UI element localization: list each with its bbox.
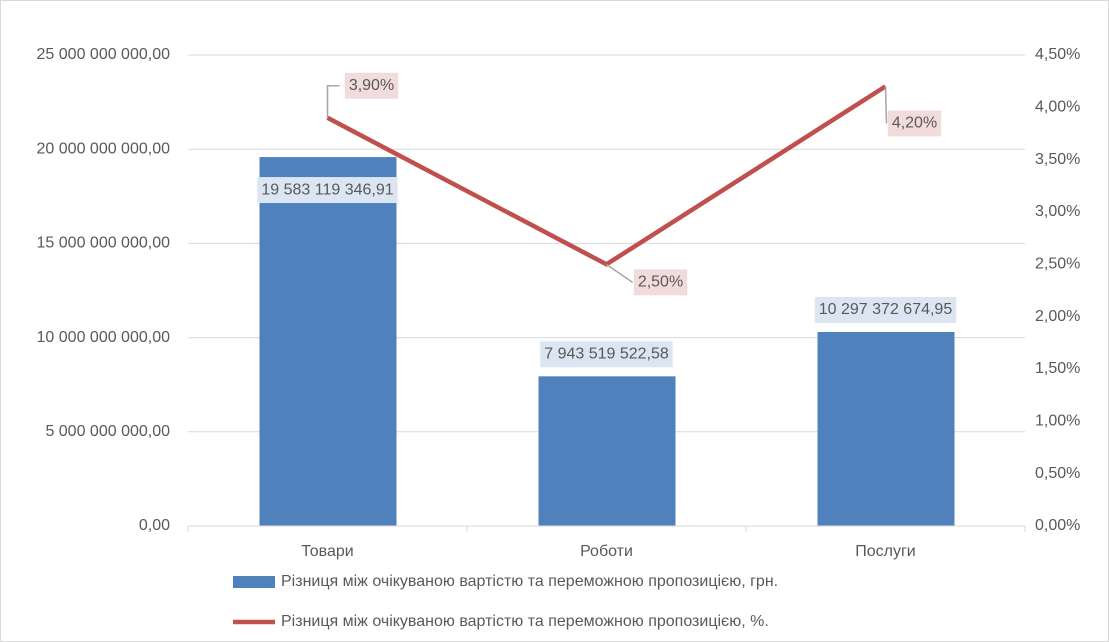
y2-tick-label: 4,00% [1035, 99, 1080, 116]
line-value-label-bg [344, 72, 399, 99]
bar [538, 376, 676, 526]
y2-tick-label: 0,50% [1035, 465, 1080, 482]
y2-tick-label: 2,50% [1035, 256, 1080, 273]
y-tick-label: 15 000 000 000,00 [37, 235, 171, 252]
y2-tick-label: 1,00% [1035, 413, 1080, 430]
line-value-label: 2,50% [638, 274, 683, 291]
y-tick-label: 5 000 000 000,00 [45, 423, 170, 440]
y2-tick-label: 2,00% [1035, 308, 1080, 325]
bar [259, 157, 397, 527]
y2-tick-label: 4,50% [1035, 46, 1080, 63]
line-value-label: 3,90% [349, 77, 394, 94]
bar-value-label: 7 943 519 522,58 [544, 346, 669, 363]
bar-value-label: 19 583 119 346,91 [261, 181, 393, 198]
bar-value-label-bg [257, 177, 398, 204]
y-tick-label: 25 000 000 000,00 [37, 46, 171, 63]
leader-line [884, 86, 888, 124]
x-tick-label: Товари [301, 543, 353, 560]
bar-value-label: 10 297 372 674,95 [819, 301, 953, 318]
line-value-label-bg [633, 269, 688, 296]
x-tick-label: Роботи [580, 543, 633, 560]
leader-line [606, 263, 633, 283]
bar [817, 331, 955, 526]
y-tick-label: 0,00 [139, 517, 170, 534]
legend-marker [233, 576, 275, 588]
bar-value-label-bg [814, 296, 957, 323]
line-value-label-bg [887, 110, 942, 137]
line-value-label: 4,20% [892, 115, 937, 132]
leader-line [326, 85, 340, 118]
y2-tick-label: 3,00% [1035, 203, 1080, 220]
x-tick-label: Послуги [855, 543, 916, 560]
y2-tick-label: 3,50% [1035, 151, 1080, 168]
y-tick-label: 20 000 000 000,00 [37, 140, 171, 157]
y-tick-label: 10 000 000 000,00 [37, 329, 171, 346]
legend-label: Різниця між очікуваною вартістю та перем… [281, 613, 769, 630]
y2-tick-label: 1,50% [1035, 360, 1080, 377]
legend-label: Різниця між очікуваною вартістю та перем… [281, 573, 778, 590]
y2-tick-label: 0,00% [1035, 517, 1080, 534]
bar-value-label-bg [540, 341, 673, 368]
